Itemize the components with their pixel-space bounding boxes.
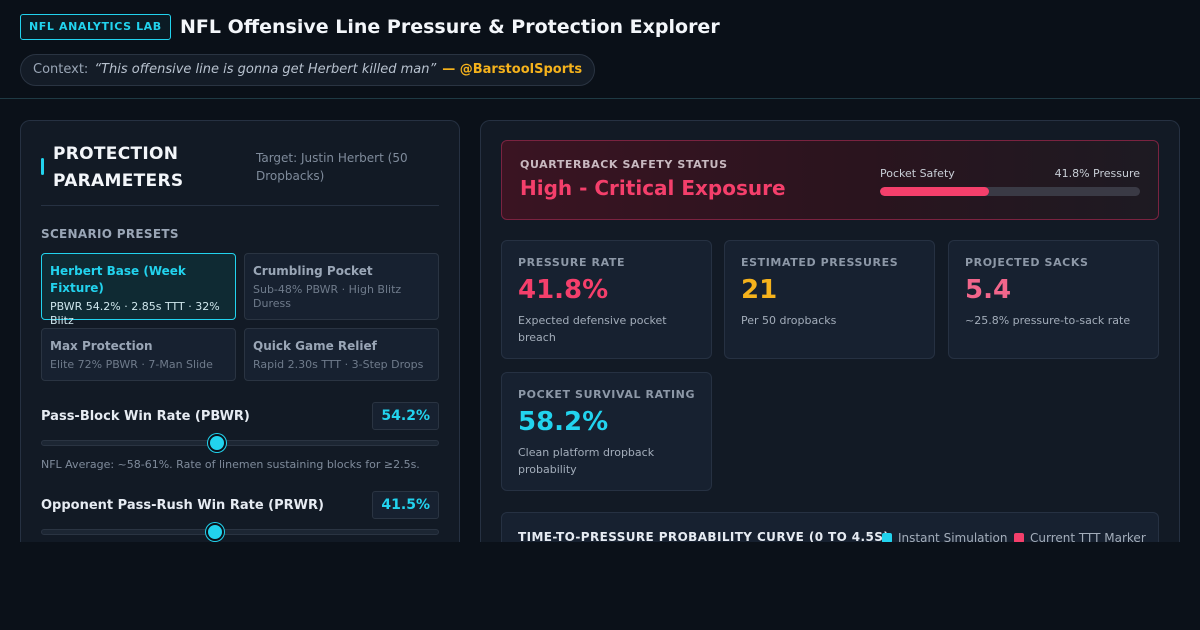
preset-name: Crumbling Pocket bbox=[253, 264, 373, 278]
metric-value: 41.8% bbox=[518, 275, 609, 305]
legend-label: Current TTT Marker bbox=[1030, 531, 1146, 542]
metric-estimated-pressures: ESTIMATED PRESSURES 21 Per 50 dropbacks bbox=[724, 240, 935, 359]
metric-value: 58.2% bbox=[518, 407, 609, 437]
pocket-safety-bar bbox=[880, 187, 1140, 196]
legend-label: Instant Simulation bbox=[898, 531, 1008, 542]
context-pill: Context: “This offensive line is gonna ge… bbox=[20, 54, 596, 86]
pocket-safety-label: Pocket Safety bbox=[880, 167, 955, 180]
context-label: Context: bbox=[33, 62, 89, 77]
metric-desc: Per 50 dropbacks bbox=[741, 314, 837, 327]
preset-name: Herbert Base (Week Fixture) bbox=[50, 264, 186, 295]
divider bbox=[41, 205, 439, 206]
pbwr-value[interactable]: 54.2% bbox=[372, 402, 439, 430]
metric-desc: Clean platform dropback probability bbox=[518, 446, 655, 476]
metric-label: PRESSURE RATE bbox=[518, 256, 626, 269]
presets-label: SCENARIO PRESETS bbox=[41, 227, 179, 241]
preset-name: Max Protection bbox=[50, 339, 153, 353]
status-eyebrow: QUARTERBACK SAFETY STATUS bbox=[520, 158, 728, 171]
metric-pressure-rate: PRESSURE RATE 41.8% Expected defensive p… bbox=[501, 240, 712, 359]
section-accent-bar bbox=[41, 158, 44, 175]
pbwr-slider-thumb[interactable] bbox=[208, 434, 227, 452]
metric-value: 21 bbox=[741, 275, 778, 305]
legend-current-ttt-marker[interactable]: Current TTT Marker bbox=[1014, 531, 1146, 542]
panel-title: PROTECTION PARAMETERS bbox=[53, 144, 184, 191]
context-source-link[interactable]: — @BarstoolSports bbox=[442, 62, 583, 77]
preset-name: Quick Game Relief bbox=[253, 339, 377, 353]
pocket-safety-fill bbox=[880, 187, 989, 196]
preset-desc: Rapid 2.30s TTT · 3-Step Drops bbox=[253, 358, 424, 371]
results-panel: QUARTERBACK SAFETY STATUS High - Critica… bbox=[480, 120, 1180, 542]
preset-quick-game-relief[interactable]: Quick Game Relief Rapid 2.30s TTT · 3-St… bbox=[244, 328, 439, 381]
legend-instant-simulation[interactable]: Instant Simulation bbox=[882, 531, 1008, 542]
metric-label: ESTIMATED PRESSURES bbox=[741, 256, 899, 269]
metric-projected-sacks: PROJECTED SACKS 5.4 ~25.8% pressure-to-s… bbox=[948, 240, 1159, 359]
pressure-percent: 41.8% Pressure bbox=[1054, 167, 1140, 180]
metric-label: POCKET SURVIVAL RATING bbox=[518, 388, 696, 401]
protection-parameters-panel: PROTECTION PARAMETERS Target: Justin Her… bbox=[20, 120, 460, 542]
metric-pocket-survival: POCKET SURVIVAL RATING 58.2% Clean platf… bbox=[501, 372, 712, 491]
pbwr-note: NFL Average: ~58-61%. Rate of linemen su… bbox=[41, 458, 420, 471]
metric-label: PROJECTED SACKS bbox=[965, 256, 1089, 269]
prwr-label: Opponent Pass-Rush Win Rate (PRWR) bbox=[41, 498, 324, 513]
metric-desc: ~25.8% pressure-to-sack rate bbox=[965, 314, 1131, 327]
legend-swatch bbox=[882, 533, 892, 542]
metric-value: 5.4 bbox=[965, 275, 1012, 305]
app-header: NFL ANALYTICS LAB NFL Offensive Line Pre… bbox=[0, 0, 1200, 99]
pbwr-slider-track[interactable] bbox=[41, 440, 439, 446]
preset-desc: PBWR 54.2% · 2.85s TTT · 32% Blitz bbox=[50, 300, 220, 327]
context-quote: “This offensive line is gonna get Herber… bbox=[94, 62, 437, 77]
brand-badge: NFL ANALYTICS LAB bbox=[20, 14, 171, 40]
pbwr-label: Pass-Block Win Rate (PBWR) bbox=[41, 409, 250, 424]
status-value: High - Critical Exposure bbox=[520, 176, 786, 200]
preset-desc: Sub-48% PBWR · High Blitz Duress bbox=[253, 283, 402, 310]
legend-swatch bbox=[1014, 533, 1024, 542]
preset-herbert-base[interactable]: Herbert Base (Week Fixture) PBWR 54.2% ·… bbox=[41, 253, 236, 327]
prwr-value[interactable]: 41.5% bbox=[372, 491, 439, 519]
page-title: NFL Offensive Line Pressure & Protection… bbox=[180, 16, 720, 38]
prwr-slider-thumb[interactable] bbox=[205, 523, 224, 541]
preset-max-protection[interactable]: Max Protection Elite 72% PBWR · 7-Man Sl… bbox=[41, 328, 236, 381]
metric-desc: Expected defensive pocket breach bbox=[518, 314, 667, 344]
chart-title: TIME-TO-PRESSURE PROBABILITY CURVE (0 TO… bbox=[518, 530, 890, 542]
prwr-slider-track[interactable] bbox=[41, 529, 439, 535]
target-label: Target: Justin Herbert (50 Dropbacks) bbox=[256, 151, 408, 183]
qb-safety-status-card: QUARTERBACK SAFETY STATUS High - Critica… bbox=[501, 140, 1159, 220]
preset-crumbling-pocket[interactable]: Crumbling Pocket Sub-48% PBWR · High Bli… bbox=[244, 253, 439, 320]
time-to-pressure-chart-card: TIME-TO-PRESSURE PROBABILITY CURVE (0 TO… bbox=[501, 512, 1159, 542]
preset-desc: Elite 72% PBWR · 7-Man Slide bbox=[50, 358, 213, 371]
